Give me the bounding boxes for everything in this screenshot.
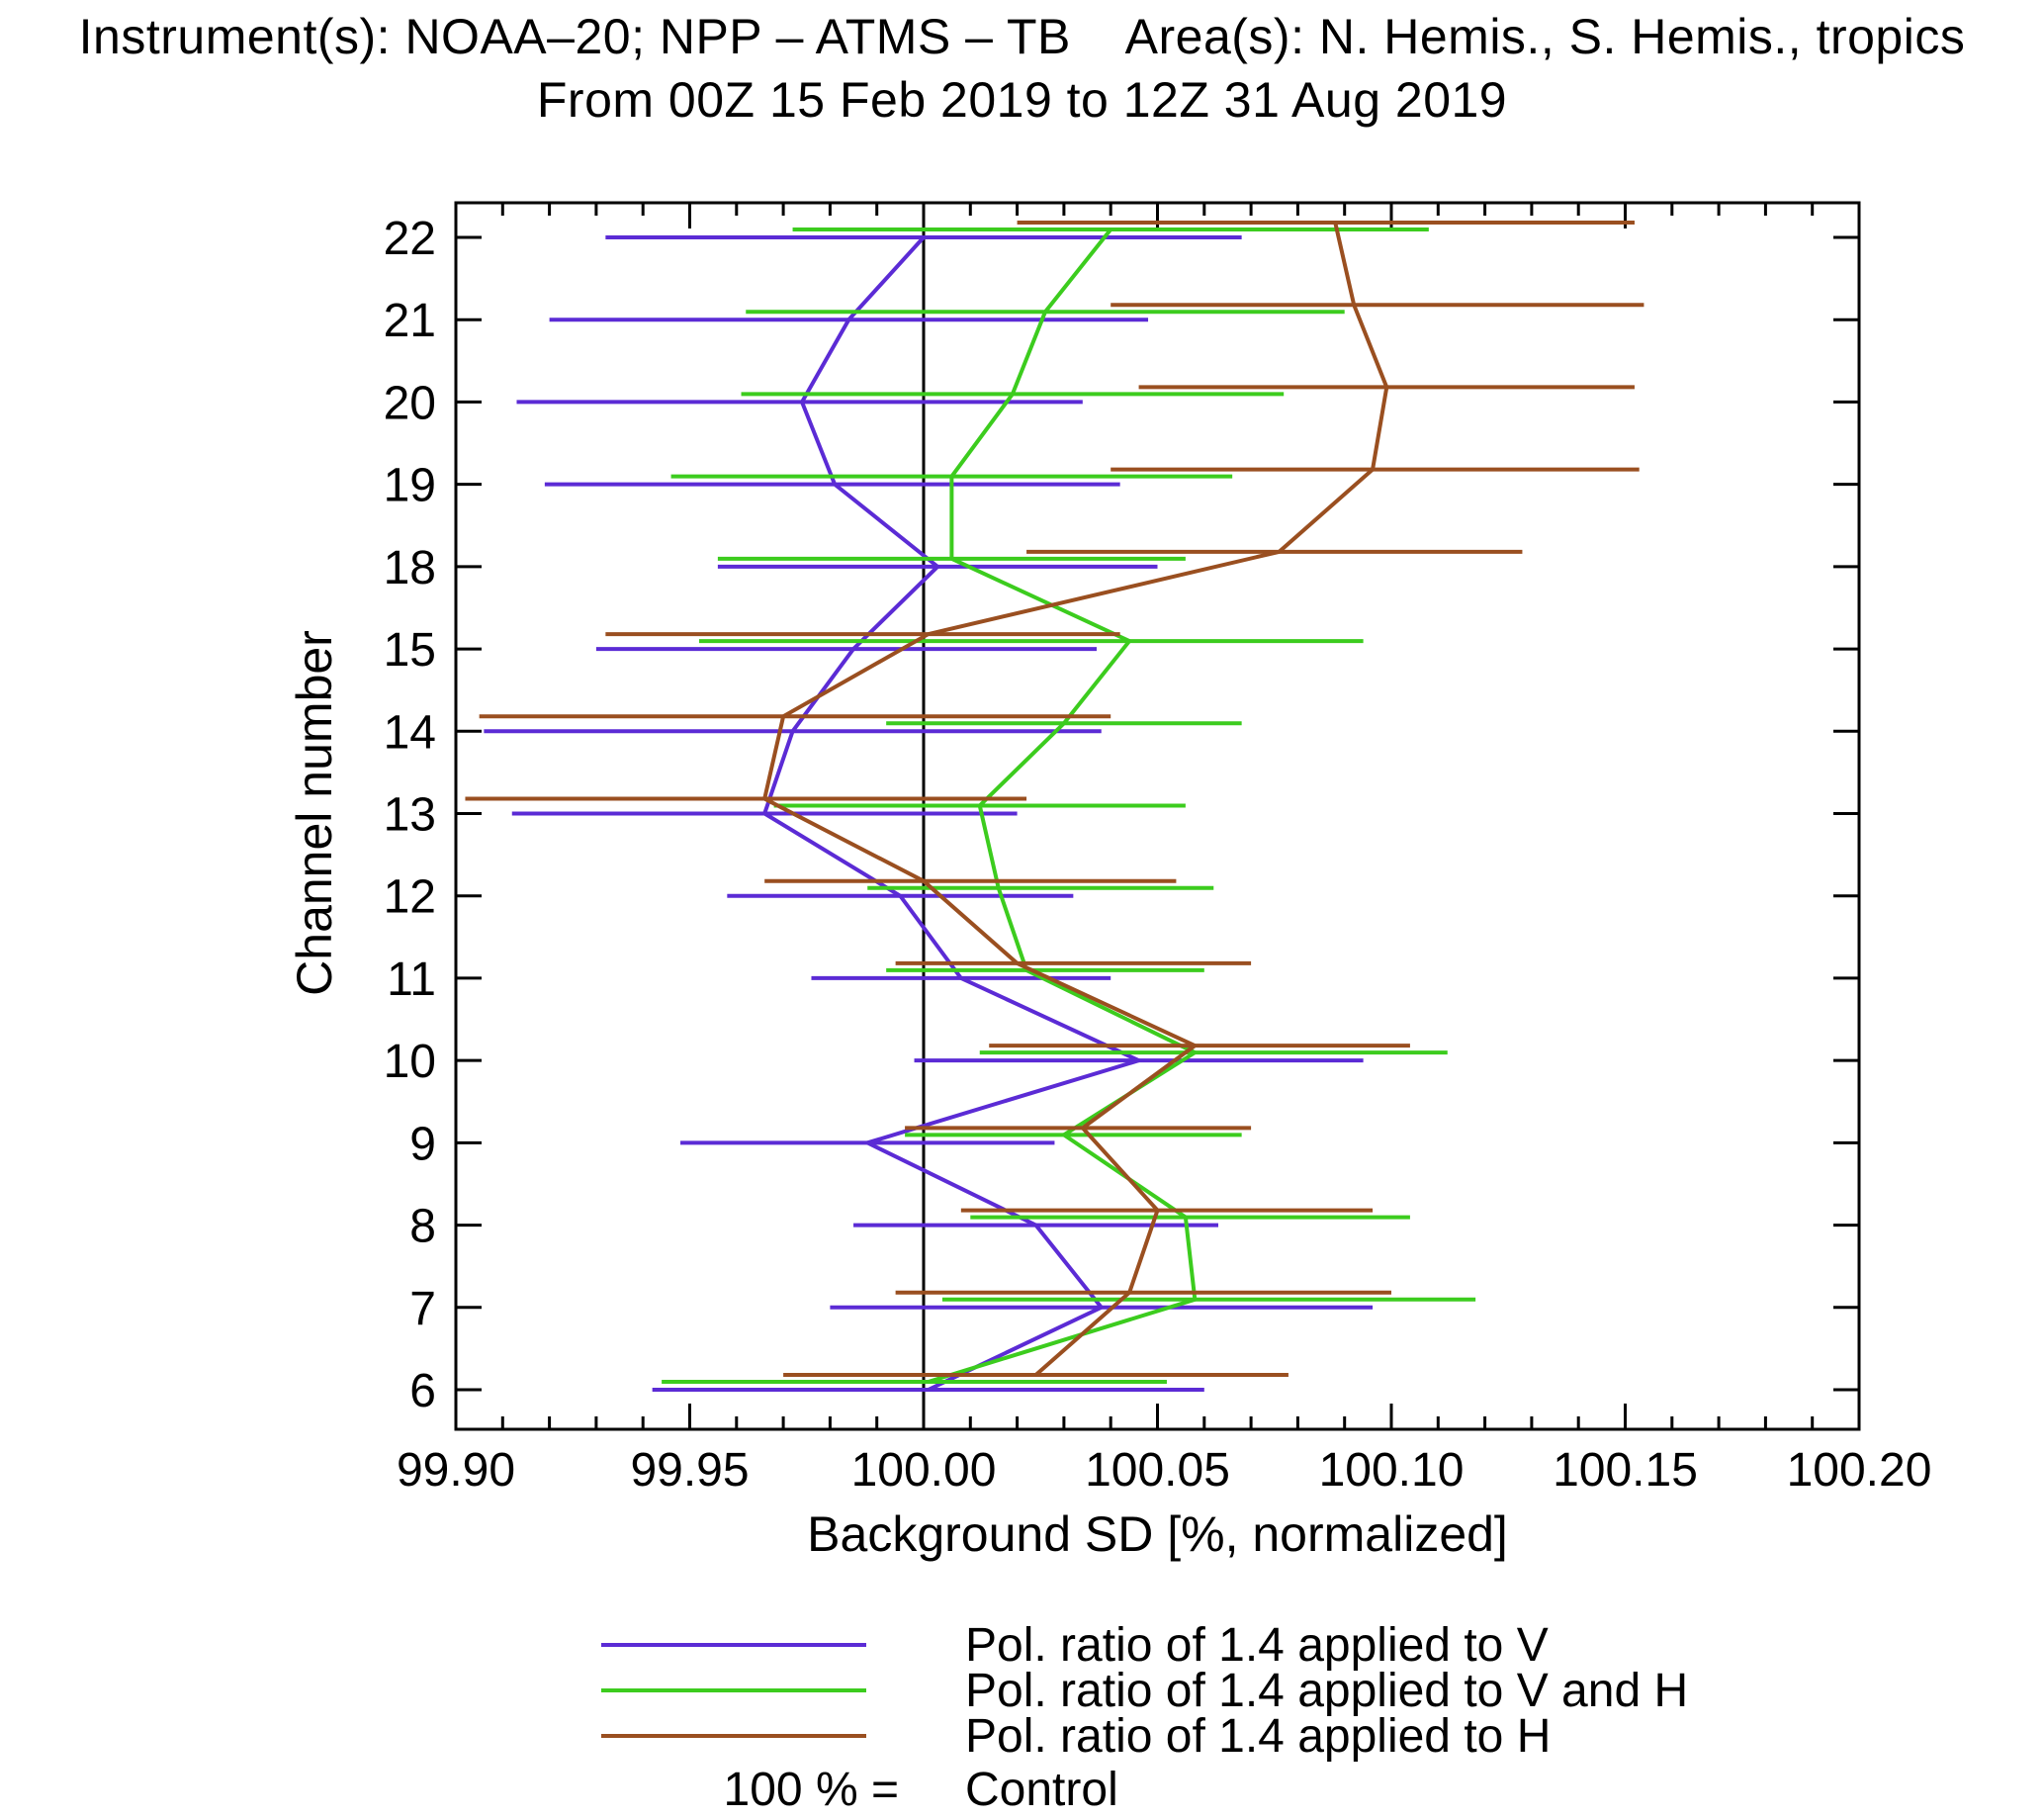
y-tick-label: 11 [387,954,436,1006]
y-axis-label: Channel number [287,630,342,996]
control-legend-item: 100 % = Control [601,1763,1688,1816]
y-tick-label: 6 [409,1365,436,1417]
y-tick-label: 15 [384,624,436,677]
x-tick-label: 99.90 [397,1444,515,1497]
series-line [928,227,1200,1384]
legend-item: Pol. ratio of 1.4 applied to V [601,1619,1688,1672]
legend-label: Pol. ratio of 1.4 applied to V [965,1618,1549,1672]
x-tick-label: 100.05 [1085,1444,1230,1497]
legend-label: Pol. ratio of 1.4 applied to H [965,1709,1552,1763]
y-tick-label: 12 [384,871,436,924]
x-tick-label: 100.10 [1319,1444,1465,1497]
chart-title-line1: Instrument(s): NOAA–20; NPP – ATMS – TB … [78,9,1966,64]
legend: Pol. ratio of 1.4 applied to V Pol. ratio… [601,1619,1688,1816]
legend-item: Pol. ratio of 1.4 applied to V and H [601,1665,1688,1717]
control-legend-prefix: 100 % = [723,1763,899,1816]
legend-label: Pol. ratio of 1.4 applied to V and H [965,1664,1689,1717]
control-legend-label: Control [965,1763,1118,1816]
y-tick-label: 7 [409,1283,436,1335]
legend-line-swatch [601,1688,866,1692]
y-tick-label: 10 [384,1036,436,1088]
x-tick-label: 100.20 [1787,1444,1932,1497]
legend-line-swatch [601,1643,866,1647]
y-tick-label: 14 [384,706,436,759]
y-tick-label: 13 [384,789,436,842]
x-axis-label: Background SD [%, normalized] [807,1506,1508,1562]
y-tick-label: 21 [384,295,436,347]
y-tick-label: 9 [409,1118,436,1170]
x-tick-label: 100.15 [1553,1444,1698,1497]
series-line [761,235,1145,1392]
legend-line-swatch [601,1734,866,1738]
y-tick-label: 20 [384,377,436,429]
legend-item: Pol. ratio of 1.4 applied to H [601,1710,1688,1763]
chart-title-line2: From 00Z 15 Feb 2019 to 12Z 31 Aug 2019 [536,72,1508,128]
y-tick-label: 18 [384,542,436,594]
y-tick-label: 19 [384,460,436,512]
x-tick-label: 100.00 [851,1444,997,1497]
series-line [761,222,1389,1377]
x-tick-label: 99.95 [630,1444,749,1497]
y-tick-label: 8 [409,1201,436,1253]
y-tick-label: 22 [384,213,436,265]
